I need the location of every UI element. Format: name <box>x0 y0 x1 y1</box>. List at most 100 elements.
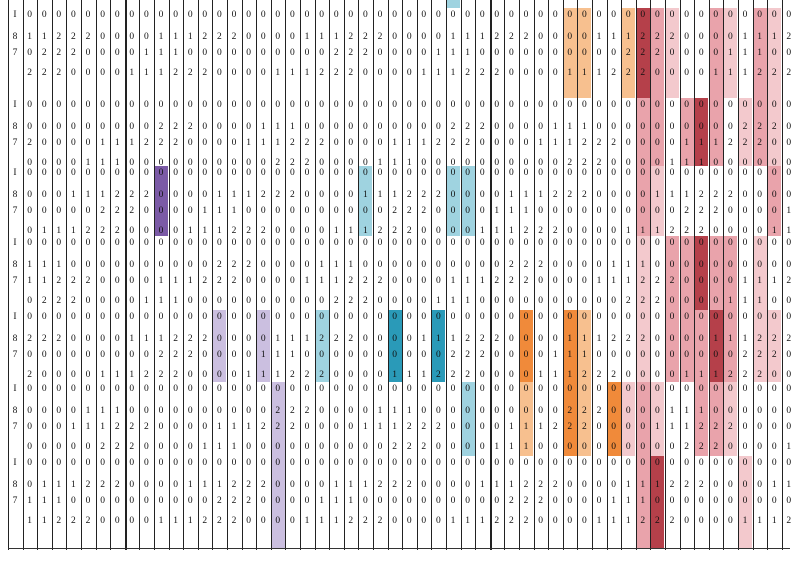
table-cell: 0 <box>246 276 251 286</box>
table-cell: 8 <box>12 480 18 490</box>
table-cell: 0 <box>275 168 281 178</box>
highlight-band <box>563 8 577 98</box>
table-cell: 1 <box>742 276 748 286</box>
table-cell: 2 <box>465 68 470 78</box>
table-cell: 0 <box>217 312 222 322</box>
table-cell: 2 <box>757 370 762 380</box>
table-cell: 0 <box>698 312 704 322</box>
table-cell: 2 <box>450 350 456 360</box>
table-cell: 0 <box>231 458 237 468</box>
table-cell: 0 <box>742 206 748 216</box>
table-cell: 0 <box>655 384 660 394</box>
table-cell: 0 <box>304 190 310 200</box>
table-cell: 0 <box>100 260 105 270</box>
highlight-band <box>680 236 694 310</box>
table-cell: 0 <box>27 480 32 490</box>
table-cell: 1 <box>217 206 222 216</box>
table-cell: 1 <box>421 370 427 380</box>
table-cell: 0 <box>275 458 281 468</box>
table-cell: 0 <box>421 384 427 394</box>
column-rule <box>606 0 608 550</box>
table-cell: 2 <box>479 350 485 360</box>
table-cell: 1 <box>100 422 105 432</box>
table-cell: 2 <box>728 138 733 148</box>
table-cell: 0 <box>85 138 91 148</box>
table-cell: 2 <box>56 68 62 78</box>
table-cell: 2 <box>158 350 164 360</box>
table-cell: 0 <box>246 458 251 468</box>
table-cell: 0 <box>187 384 193 394</box>
table-cell: 0 <box>552 312 558 322</box>
table-cell: 0 <box>421 516 427 526</box>
table-cell: 0 <box>56 206 62 216</box>
table-cell: 0 <box>129 516 135 526</box>
table-cell: 0 <box>246 312 251 322</box>
table-cell: 1 <box>596 276 602 286</box>
table-cell: 0 <box>625 350 631 360</box>
table-cell: 1 <box>85 190 91 200</box>
table-cell: 1 <box>129 334 135 344</box>
highlight-band <box>666 8 679 98</box>
table-cell: 0 <box>71 458 76 468</box>
table-cell: 0 <box>85 260 91 270</box>
table-cell: 0 <box>71 168 76 178</box>
table-cell: 2 <box>363 32 368 42</box>
table-cell: 0 <box>202 260 208 270</box>
table-cell: 0 <box>757 168 762 178</box>
table-cell: 0 <box>56 384 62 394</box>
table-cell: 0 <box>100 100 105 110</box>
table-cell: 0 <box>319 458 324 468</box>
table-cell: 0 <box>552 384 558 394</box>
table-cell: 0 <box>187 190 193 200</box>
table-cell: 0 <box>275 296 281 306</box>
table-cell: 1 <box>158 296 164 306</box>
table-cell: 1 <box>625 496 631 506</box>
highlight-band <box>680 98 694 166</box>
table-cell: 0 <box>684 516 689 526</box>
table-cell: 0 <box>611 458 616 468</box>
table-cell: 1 <box>728 334 733 344</box>
table-cell: 0 <box>552 296 558 306</box>
highlight-band <box>636 98 650 166</box>
table-cell: 0 <box>114 312 120 322</box>
table-cell: 0 <box>421 480 427 490</box>
highlight-band <box>739 98 752 166</box>
table-cell: 2 <box>465 138 470 148</box>
table-cell: 2 <box>406 480 412 490</box>
table-cell: 0 <box>582 206 587 216</box>
table-cell: 0 <box>465 206 470 216</box>
table-cell: 0 <box>465 458 470 468</box>
table-cell: 0 <box>41 442 47 452</box>
table-cell: 0 <box>625 100 631 110</box>
table-cell: 2 <box>56 296 62 306</box>
column-rule <box>489 0 492 550</box>
table-cell: 0 <box>640 158 646 168</box>
table-cell: 0 <box>655 370 660 380</box>
table-cell: 0 <box>231 406 237 416</box>
table-cell: 0 <box>246 68 251 78</box>
table-cell: 2 <box>742 138 748 148</box>
table-cell: 0 <box>436 206 441 216</box>
table-cell: 0 <box>27 168 32 178</box>
table-cell: 1 <box>567 122 573 132</box>
highlight-band <box>315 310 329 382</box>
table-cell: 1 <box>217 422 222 432</box>
table-cell: 0 <box>757 190 762 200</box>
table-cell: 0 <box>786 406 792 416</box>
table-cell: 2 <box>655 32 660 42</box>
table-cell: 2 <box>173 68 178 78</box>
table-cell: 2 <box>363 516 368 526</box>
table-cell: 0 <box>319 122 324 132</box>
table-cell: 0 <box>625 458 631 468</box>
table-cell: 0 <box>56 442 62 452</box>
table-cell: 0 <box>757 442 762 452</box>
table-cell: 1 <box>479 32 485 42</box>
table-cell: 1 <box>523 190 529 200</box>
table-cell: 0 <box>56 10 62 20</box>
table-cell: 1 <box>465 32 470 42</box>
table-cell: 2 <box>100 206 105 216</box>
table-cell: 7 <box>12 350 18 360</box>
table-cell: 2 <box>538 226 543 236</box>
table-cell: 0 <box>290 10 295 20</box>
table-cell: 0 <box>202 190 208 200</box>
